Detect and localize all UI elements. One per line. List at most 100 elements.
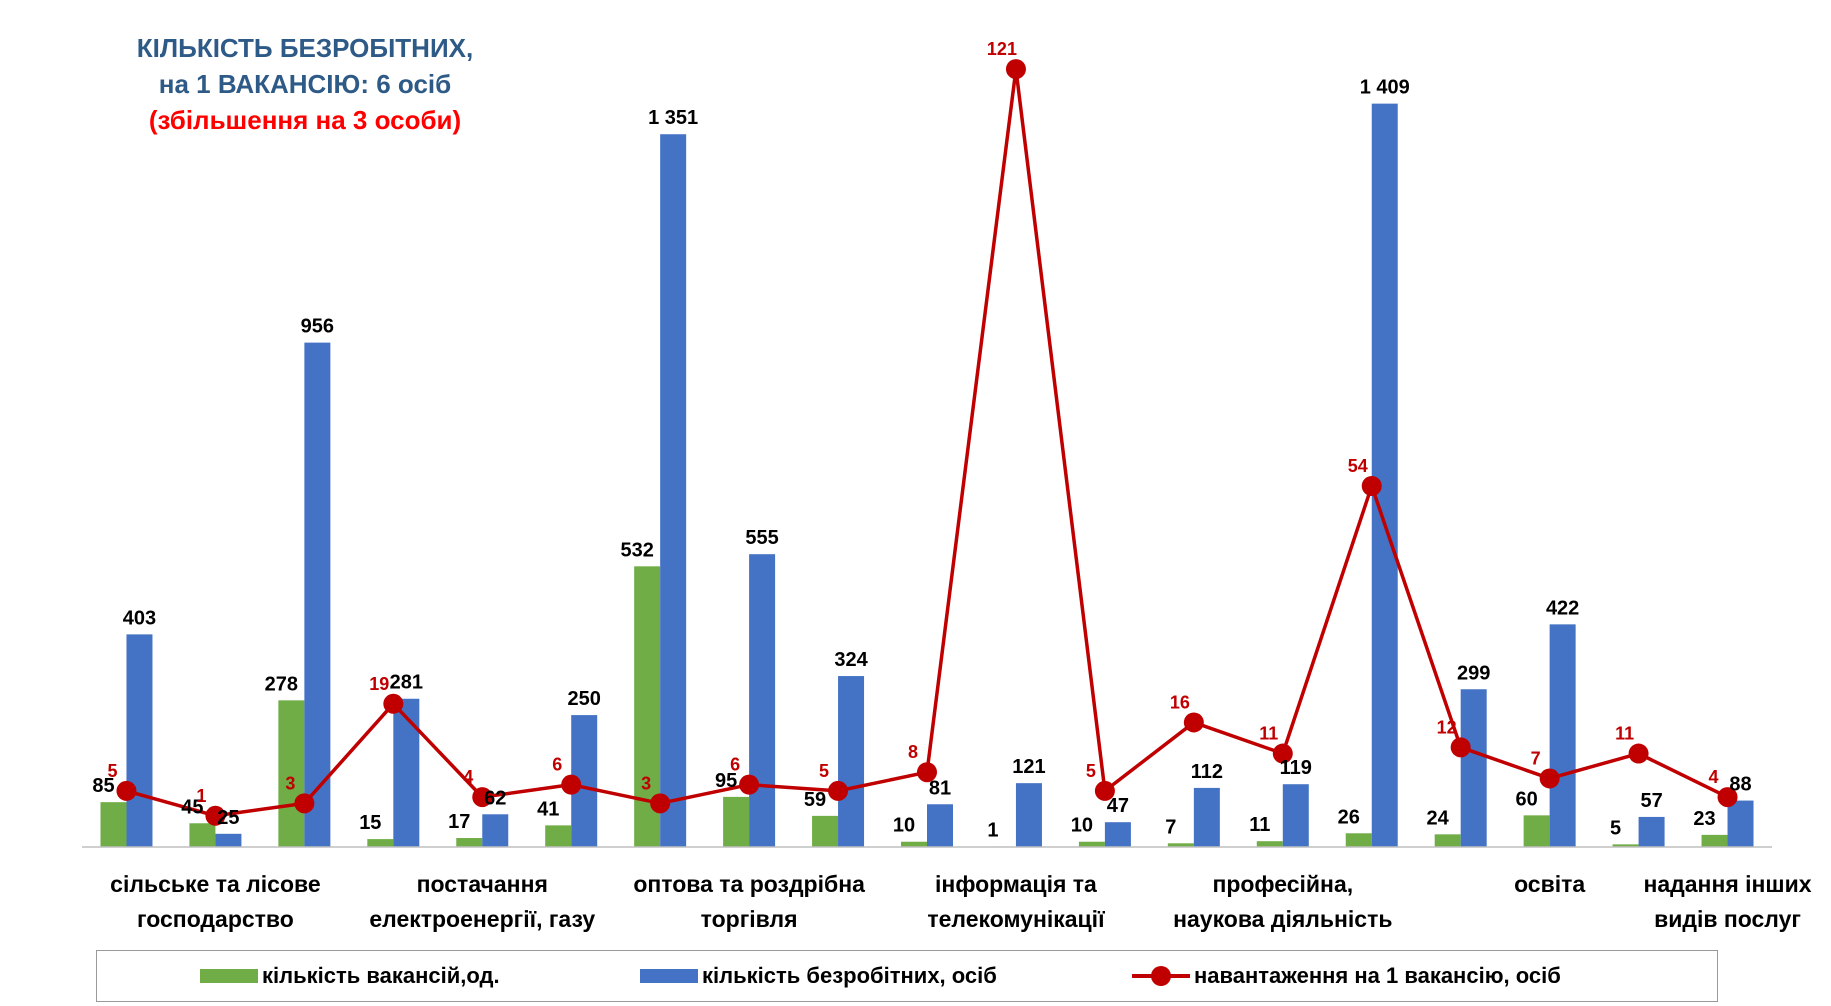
data-label-load: 1 [196, 786, 206, 806]
data-label-load: 8 [908, 742, 918, 762]
bar-vacancies [1345, 833, 1372, 847]
bar-unemployed [126, 634, 153, 847]
data-label-vacancies: 45 [181, 796, 203, 818]
data-label-vacancies: 1 [987, 819, 998, 841]
chart-title: КІЛЬКІСТЬ БЕЗРОБІТНИХ, на 1 ВАКАНСІЮ: 6 … [105, 30, 505, 138]
legend: кількість вакансій,од. кількість безробі… [96, 950, 1718, 1002]
bar-unemployed [1371, 103, 1398, 847]
data-label-unemployed: 121 [1012, 756, 1045, 778]
data-label-vacancies: 85 [92, 775, 114, 797]
title-line-3: (збільшення на 3 особи) [148, 105, 462, 135]
data-label-vacancies: 17 [448, 811, 470, 833]
bar-vacancies [901, 841, 927, 847]
data-label-load: 11 [1259, 724, 1278, 744]
data-label-vacancies: 41 [537, 798, 559, 820]
data-label-vacancies: 7 [1165, 816, 1176, 838]
data-label-vacancies: 10 [893, 815, 915, 837]
data-label-unemployed: 555 [745, 527, 778, 549]
category-labels: сільське та лісове господарство постачання… [110, 871, 1812, 932]
point-load [1628, 743, 1649, 764]
point-load [650, 793, 671, 814]
point-load [1094, 780, 1115, 801]
bar-unemployed [660, 134, 687, 848]
bar-unemployed [1104, 822, 1131, 847]
point-load [561, 774, 582, 795]
bar-unemployed [1549, 624, 1576, 847]
legend-label-vacancies: кількість вакансій,од. [262, 963, 500, 988]
bar-unemployed [304, 342, 331, 847]
bar-unemployed [482, 814, 509, 847]
legend-swatch-vacancies [200, 969, 258, 983]
data-label-vacancies: 60 [1516, 788, 1538, 810]
category-label: оптова та роздрібна [633, 871, 865, 897]
data-label-load: 7 [1531, 748, 1541, 768]
legend-label-load: навантаження на 1 вакансію, осіб [1194, 963, 1561, 988]
point-load [1272, 743, 1293, 764]
bar-vacancies [367, 839, 394, 847]
bar-unemployed [749, 554, 776, 847]
legend-swatch-load [1132, 966, 1190, 986]
point-load [1183, 712, 1204, 733]
data-label-vacancies: 59 [804, 789, 826, 811]
point-load [917, 762, 937, 783]
data-label-load: 4 [1709, 767, 1719, 787]
data-label-unemployed: 956 [301, 316, 334, 338]
bar-unemployed [393, 698, 420, 847]
data-label-vacancies: 24 [1427, 807, 1450, 829]
data-label-load: 5 [107, 761, 117, 781]
category-label: господарство [137, 906, 294, 932]
point-load [205, 805, 226, 826]
bar-vacancies [189, 823, 216, 847]
data-label-unemployed: 47 [1107, 795, 1129, 817]
data-label-load: 3 [641, 773, 651, 793]
data-label-load: 3 [285, 773, 295, 793]
category-label: сільське та лісове [110, 871, 320, 897]
point-load [1717, 787, 1738, 808]
point-load [383, 693, 404, 714]
bar-vacancies [1612, 844, 1639, 847]
bar-vacancies [100, 802, 127, 847]
data-label-vacancies: 11 [1249, 814, 1270, 836]
point-load [1005, 59, 1026, 80]
legend-label-unemployed: кількість безробітних, осіб [702, 963, 997, 988]
data-label-unemployed: 25 [217, 807, 239, 829]
bar-vacancies [456, 838, 483, 847]
bar-unemployed [1460, 689, 1487, 847]
category-label: надання інших [1643, 871, 1811, 897]
bar-unemployed [927, 804, 953, 847]
bar-unemployed [838, 676, 865, 847]
category-label: видів послуг [1654, 906, 1801, 932]
data-label-load: 5 [819, 761, 829, 781]
data-label-load: 54 [1348, 456, 1368, 476]
bar-vacancies [1523, 815, 1550, 847]
legend-item-unemployed: кількість безробітних, осіб [640, 963, 997, 989]
category-label: наукова діяльність [1173, 906, 1392, 932]
category-label: інформація та [935, 871, 1097, 897]
data-label-unemployed: 112 [1191, 761, 1223, 783]
data-label-unemployed: 281 [390, 672, 423, 694]
data-label-unemployed: 62 [484, 787, 506, 809]
bars-layer [100, 103, 1754, 848]
line-layer [116, 59, 1738, 826]
bar-vacancies [1078, 841, 1105, 847]
title-line-2: на 1 ВАКАНСІЮ: 6 осіб [158, 69, 452, 99]
category-label: освіта [1514, 871, 1585, 897]
bar-vacancies [278, 700, 305, 847]
data-label-load: 12 [1437, 717, 1457, 737]
data-label-vacancies: 10 [1071, 815, 1093, 837]
category-label: електроенергії, газу [369, 906, 595, 932]
data-label-unemployed: 403 [123, 607, 156, 629]
data-label-vacancies: 23 [1693, 808, 1715, 830]
bar-vacancies [812, 815, 839, 847]
bar-vacancies [1167, 843, 1194, 847]
bar-unemployed [1193, 787, 1220, 847]
bar-unemployed [1727, 800, 1754, 847]
data-label-unemployed: 88 [1729, 774, 1751, 796]
data-label-vacancies: 95 [715, 770, 737, 792]
point-load [1450, 737, 1471, 758]
category-label: професійна, [1212, 871, 1353, 897]
point-load [828, 780, 849, 801]
bar-vacancies [723, 796, 750, 847]
data-label-unemployed: 119 [1280, 757, 1312, 779]
